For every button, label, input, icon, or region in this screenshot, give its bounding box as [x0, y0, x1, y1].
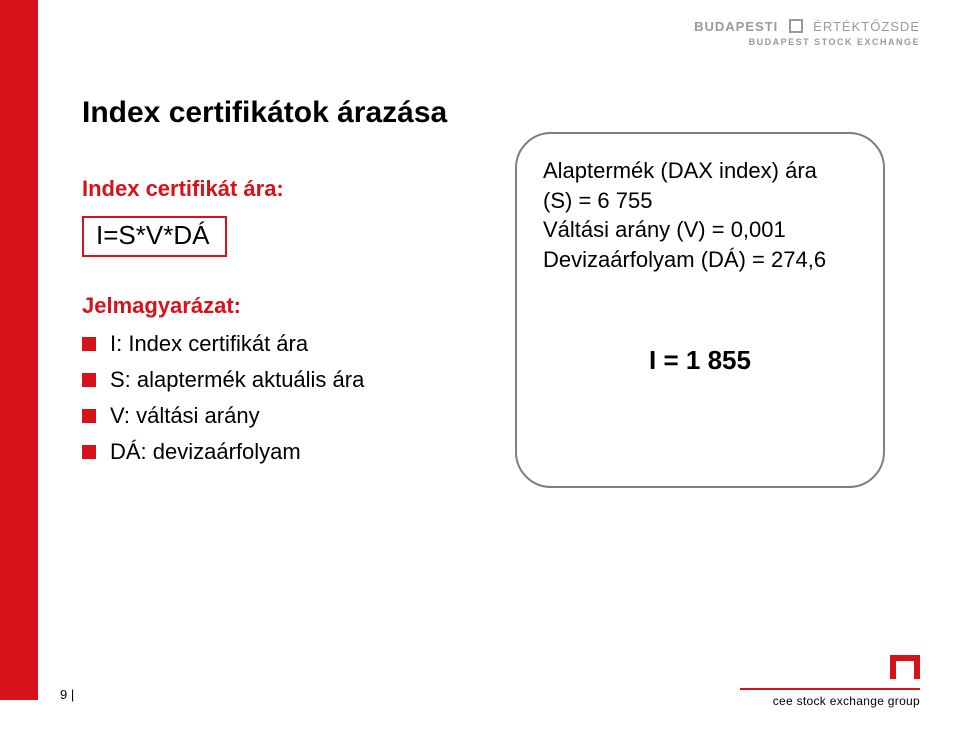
info-line: Váltási arány (V) = 0,001 — [543, 215, 857, 245]
bullet-square-icon — [82, 445, 96, 459]
formula-text: I=S*V*DÁ — [96, 220, 209, 250]
info-line: Alaptermék (DAX index) ára — [543, 156, 857, 186]
legend-item-label: V: váltási arány — [110, 403, 260, 429]
legend-item-label: I: Index certifikát ára — [110, 331, 308, 357]
bottom-logo-text: cee stock exchange group — [740, 694, 920, 708]
info-box: Alaptermék (DAX index) ára (S) = 6 755 V… — [515, 132, 885, 488]
legend-item-label: DÁ: devizaárfolyam — [110, 439, 301, 465]
top-logo-square-icon — [789, 19, 803, 33]
bottom-logo-underline — [740, 688, 920, 690]
info-result: I = 1 855 — [543, 345, 857, 376]
legend-item-label: S: alaptermék aktuális ára — [110, 367, 364, 393]
page-number: 9 | — [60, 687, 74, 702]
formula-box: I=S*V*DÁ — [82, 216, 227, 257]
info-text: Alaptermék (DAX index) ára (S) = 6 755 V… — [543, 156, 857, 275]
bullet-square-icon — [82, 373, 96, 387]
top-logo-word2: ÉRTÉKTŐZSDE — [813, 19, 920, 34]
bottom-logo: cee stock exchange group — [740, 655, 920, 708]
slide-title: Index certifikátok árazása — [82, 96, 920, 130]
top-logo: BUDAPESTI ÉRTÉKTŐZSDE BUDAPEST STOCK EXC… — [694, 18, 920, 47]
top-logo-word1: BUDAPESTI — [694, 19, 778, 34]
left-accent-bar — [0, 0, 38, 700]
bottom-logo-square-icon — [890, 655, 920, 679]
info-line: (S) = 6 755 — [543, 186, 857, 216]
bullet-square-icon — [82, 409, 96, 423]
info-line: Devizaárfolyam (DÁ) = 274,6 — [543, 245, 857, 275]
bullet-square-icon — [82, 337, 96, 351]
top-logo-subline: BUDAPEST STOCK EXCHANGE — [694, 38, 920, 48]
